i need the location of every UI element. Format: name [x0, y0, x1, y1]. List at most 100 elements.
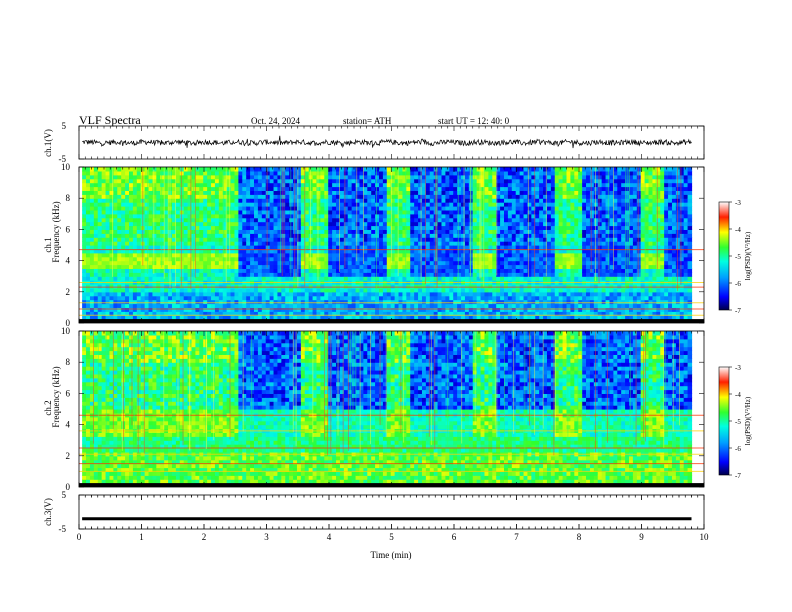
spectrogram-cell — [179, 248, 185, 254]
spectrogram-cell — [464, 256, 470, 262]
spectrogram-cell — [453, 295, 458, 301]
spectrogram-cell — [144, 284, 150, 289]
spectrogram-cell — [164, 256, 169, 262]
spectrogram-cell — [265, 167, 271, 172]
spectrogram-cell — [113, 178, 118, 184]
spectrogram-cell — [476, 260, 482, 266]
spectrogram-cell — [484, 299, 489, 305]
spectrogram-cell — [523, 256, 529, 262]
spectrogram-cell — [437, 252, 443, 258]
spectrogram-cell — [464, 248, 470, 254]
spectrogram-cell — [144, 190, 150, 195]
spectrogram-cell — [304, 299, 310, 305]
spectrogram-cell — [379, 295, 384, 301]
spectrogram-cell — [97, 190, 103, 195]
spectrogram-cell — [394, 272, 400, 277]
spectrogram-cell — [86, 225, 91, 230]
spectrogram-cell — [519, 170, 525, 176]
spectrogram-cell — [277, 245, 282, 250]
spectrogram-cell — [382, 202, 388, 207]
spectrogram-cell — [82, 190, 87, 195]
spectrogram-cell — [226, 299, 232, 305]
spectrogram-cell — [257, 295, 263, 301]
spectrogram-cell — [484, 248, 489, 254]
spectrogram-cell — [269, 209, 275, 215]
spectrogram-cell — [179, 256, 185, 262]
spectrogram-cell — [476, 315, 482, 320]
spectrogram-cell — [242, 209, 247, 215]
spectrogram-cell — [332, 241, 337, 246]
spectrogram-cell — [261, 206, 267, 211]
spectrogram-cell — [320, 213, 325, 219]
spectrogram-cell — [250, 194, 255, 199]
spectrogram-cell — [203, 198, 208, 203]
spectrogram-cell — [504, 245, 509, 250]
spectrogram-cell — [261, 264, 267, 269]
spectrogram-cell — [347, 303, 353, 308]
spectrogram-cell — [339, 272, 345, 277]
spectrogram-cell — [425, 299, 431, 305]
spectrogram-cell — [82, 194, 87, 199]
spectrogram-cell — [105, 284, 111, 289]
spectrogram-cell — [312, 272, 318, 277]
spectrogram-cell — [379, 190, 384, 195]
spectrogram-cell — [425, 303, 431, 308]
spectrogram-cell — [527, 252, 532, 258]
spectrogram-cell — [277, 198, 282, 203]
spectrogram-cell — [492, 217, 497, 223]
spectrogram-cell — [336, 252, 341, 258]
spectrogram-cell — [207, 237, 212, 242]
spectrogram-cell — [117, 307, 122, 312]
spectrogram-cell — [273, 260, 279, 266]
spectrogram-cell — [476, 190, 482, 195]
spectrogram-cell — [300, 284, 306, 289]
spectrogram-cell — [386, 295, 392, 301]
spectrogram-cell — [250, 209, 255, 215]
spectrogram-cell — [429, 241, 435, 246]
spectrogram-cell — [531, 268, 536, 273]
spectrogram-cell — [195, 170, 200, 176]
spectrogram-cell — [507, 284, 513, 289]
spectrogram-cell — [496, 295, 501, 301]
spectrogram-cell — [93, 315, 99, 320]
spectrogram-cell — [308, 233, 314, 238]
spectrogram-cell — [218, 167, 224, 172]
spectrogram-cell — [480, 315, 486, 320]
spectrogram-cell — [293, 245, 298, 250]
spectrogram-cell — [246, 182, 251, 188]
spectrogram-cell — [355, 241, 361, 246]
spectrogram-cell — [214, 315, 220, 320]
spectrogram-cell — [203, 182, 208, 188]
spectrogram-cell — [148, 182, 154, 188]
spectrogram-cell — [539, 264, 544, 269]
spectrogram-cell — [511, 284, 517, 289]
spectrogram-cell — [214, 182, 220, 188]
spectrogram-cell — [382, 182, 388, 188]
spectrogram-cell — [164, 241, 169, 246]
spectrogram-cell — [363, 268, 368, 273]
spectrogram-cell — [218, 217, 224, 223]
spectrogram-cell — [523, 182, 529, 188]
spectrogram-cell — [488, 167, 493, 172]
spectrogram-cell — [109, 233, 114, 238]
spectrogram-cell — [230, 260, 236, 266]
spectrogram-cell — [461, 213, 466, 219]
spectrogram-cell — [464, 303, 470, 308]
spectrogram-cell — [234, 237, 239, 242]
spectrogram-cell — [515, 202, 521, 207]
spectrogram-cell — [421, 276, 427, 281]
spectrogram-cell — [410, 213, 415, 219]
spectrogram-cell — [148, 311, 154, 316]
spectrogram-cell — [504, 252, 509, 258]
spectrogram-cell — [347, 178, 353, 184]
spectrogram-cell — [394, 221, 400, 227]
spectrogram-cell — [250, 206, 255, 211]
spectrogram-cell — [218, 303, 224, 308]
spectrogram-cell — [187, 291, 193, 297]
spectrogram-cell — [308, 167, 314, 172]
spectrogram-cell — [117, 287, 122, 293]
spectrogram-cell — [535, 264, 540, 269]
spectrogram-cell — [160, 221, 165, 227]
spectrogram-cell — [507, 295, 513, 301]
spectrogram-cell — [461, 178, 466, 184]
